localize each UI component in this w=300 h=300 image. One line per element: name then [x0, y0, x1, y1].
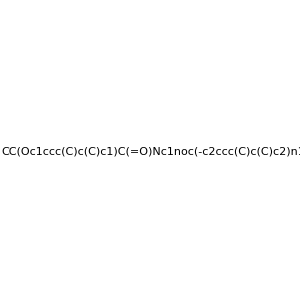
Text: CC(Oc1ccc(C)c(C)c1)C(=O)Nc1noc(-c2ccc(C)c(C)c2)n1: CC(Oc1ccc(C)c(C)c1)C(=O)Nc1noc(-c2ccc(C)…: [2, 146, 300, 157]
